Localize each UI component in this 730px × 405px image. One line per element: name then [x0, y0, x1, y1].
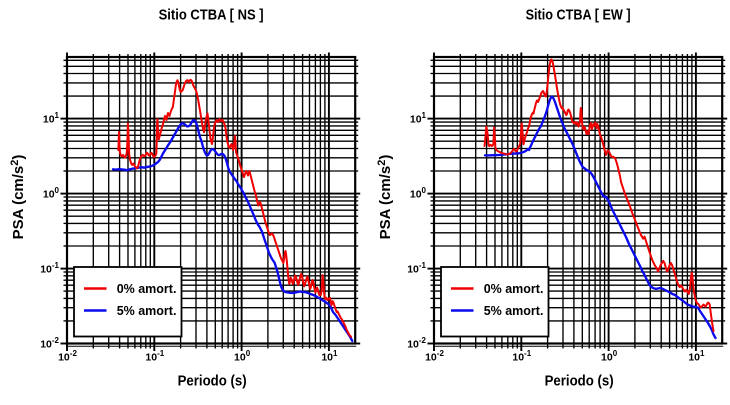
- svg-text:PSA (cm/s2): PSA (cm/s2): [376, 155, 394, 240]
- svg-text:5% amort.: 5% amort.: [117, 304, 177, 318]
- svg-text:PSA (cm/s2): PSA (cm/s2): [9, 155, 27, 240]
- svg-text:5% amort.: 5% amort.: [484, 304, 544, 318]
- svg-text:Periodo (s): Periodo (s): [178, 373, 247, 390]
- svg-text:Sitio CTBA [ NS ]: Sitio CTBA [ NS ]: [159, 7, 264, 24]
- svg-text:0% amort.: 0% amort.: [484, 282, 544, 296]
- svg-text:Sitio CTBA [ EW ]: Sitio CTBA [ EW ]: [526, 7, 631, 24]
- svg-text:Periodo (s): Periodo (s): [545, 373, 614, 390]
- svg-text:0% amort.: 0% amort.: [117, 282, 177, 296]
